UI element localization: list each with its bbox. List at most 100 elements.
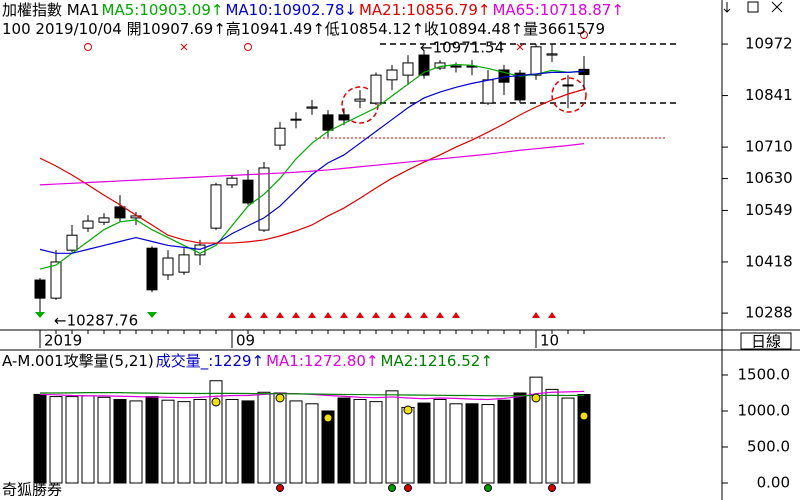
volume-bar xyxy=(305,403,319,484)
volume-bar xyxy=(209,380,223,484)
candle-body xyxy=(354,98,366,102)
volume-bar xyxy=(337,397,351,484)
y-tick-label: 1500.0 xyxy=(738,365,791,383)
legend-entry: MA10:10902.78↓ xyxy=(225,1,357,19)
volume-dot xyxy=(531,393,541,403)
volume-dot xyxy=(579,411,589,421)
volume-bar xyxy=(129,400,143,484)
y-tick-label: 10549 xyxy=(745,201,793,219)
volume-dot xyxy=(403,405,413,415)
candle-body xyxy=(322,114,334,131)
volume-dot xyxy=(484,484,492,492)
y-tick-label: 500.0 xyxy=(747,437,790,455)
candle-body xyxy=(274,127,286,146)
highlight-circle xyxy=(551,77,587,113)
candle-body xyxy=(482,79,494,104)
candle-body xyxy=(386,69,398,81)
y-tick-label: 0.00 xyxy=(757,474,790,492)
volume-bar xyxy=(465,403,479,484)
legend-entry: MA65:10718.87↑ xyxy=(492,1,624,19)
legend-entry: MA21:10856.79↑ xyxy=(358,1,491,19)
chart-title: 加權指數 MA1 xyxy=(2,1,100,19)
legend-entry: MA1:1272.80↑ xyxy=(266,352,379,370)
x-tick-label: 2019 xyxy=(44,332,82,350)
candle-body xyxy=(50,261,62,299)
volume-bar xyxy=(97,396,111,484)
volume-bar xyxy=(225,398,239,484)
volume-bar xyxy=(449,403,463,484)
volume-bar xyxy=(33,393,47,484)
legend-entry: 成交量_:1229↑ xyxy=(155,352,265,370)
buy-signal xyxy=(372,312,380,318)
candle-body xyxy=(450,65,462,68)
maximize-button[interactable] xyxy=(747,1,759,13)
signal-circle xyxy=(580,31,588,39)
candle-body xyxy=(114,206,126,219)
candle-body xyxy=(178,254,190,273)
sell-signal xyxy=(147,312,157,318)
volume-bar xyxy=(321,410,335,484)
buy-signal xyxy=(244,312,252,318)
period-label[interactable]: 日線 xyxy=(751,333,781,351)
y-tick-label: 10710 xyxy=(745,138,793,156)
volume-header: A-M.001攻擊量(5,21) 成交量_:1229↑ MA1:1272.80↑ MA… xyxy=(2,352,495,370)
window-controls xyxy=(723,1,783,13)
volume-bar xyxy=(481,404,495,484)
volume-bar xyxy=(497,399,511,484)
buy-signal xyxy=(356,312,364,318)
volume-bar xyxy=(433,398,447,484)
buy-signal xyxy=(404,312,412,318)
brand: 奇狐勝券 xyxy=(2,481,62,499)
buy-signal xyxy=(340,312,348,318)
volume-dot xyxy=(276,484,284,492)
candle-body xyxy=(418,54,430,76)
candle-body xyxy=(258,167,270,231)
price-header: 加權指數 MA1 MA5:10903.09↑ MA10:10902.78↓ MA21:… xyxy=(2,1,626,19)
volume-bar xyxy=(385,390,399,484)
buy-signal xyxy=(260,312,268,318)
candle-body xyxy=(242,179,254,204)
candle-body xyxy=(34,279,46,299)
volume-bar xyxy=(65,396,79,484)
x-tick-label: 09 xyxy=(236,332,255,350)
candle-body xyxy=(338,114,350,121)
buy-signal xyxy=(388,312,396,318)
peak-annotation: ←10971.54 xyxy=(420,39,504,57)
candle-body xyxy=(162,257,174,276)
y-tick-label: 10630 xyxy=(745,169,793,187)
volume-bar xyxy=(529,376,543,484)
volume-bar xyxy=(161,399,175,484)
volume-dot xyxy=(323,413,333,423)
candle-body xyxy=(82,220,94,229)
candle-body xyxy=(146,247,158,291)
volume-bar xyxy=(257,391,271,484)
ma-line xyxy=(39,143,585,186)
y-tick-label: 1000.0 xyxy=(738,401,791,419)
ma-line xyxy=(39,70,585,254)
candle-body xyxy=(562,84,574,87)
signal-circle xyxy=(244,43,252,51)
ma-line xyxy=(39,63,585,270)
buy-signal xyxy=(324,312,332,318)
volume-dot xyxy=(404,484,412,492)
legend-entry: MA5:10903.09↑ xyxy=(101,1,224,19)
candle-body xyxy=(226,177,238,186)
candle-body xyxy=(210,184,222,229)
volume-dot xyxy=(548,484,556,492)
volume-dot xyxy=(275,393,285,403)
period-box[interactable] xyxy=(740,332,792,350)
signal-cross xyxy=(180,43,188,51)
candle-body xyxy=(130,215,142,219)
buy-signal xyxy=(276,312,284,318)
volume-bar xyxy=(81,395,95,484)
volume-bar xyxy=(417,402,431,484)
scroll-button[interactable] xyxy=(723,2,731,13)
volume-bar xyxy=(193,398,207,484)
candle-body xyxy=(290,118,302,121)
volume-bar xyxy=(241,400,255,484)
buy-signal xyxy=(292,312,300,318)
volume-dot xyxy=(211,397,221,407)
close-button[interactable] xyxy=(771,1,783,13)
